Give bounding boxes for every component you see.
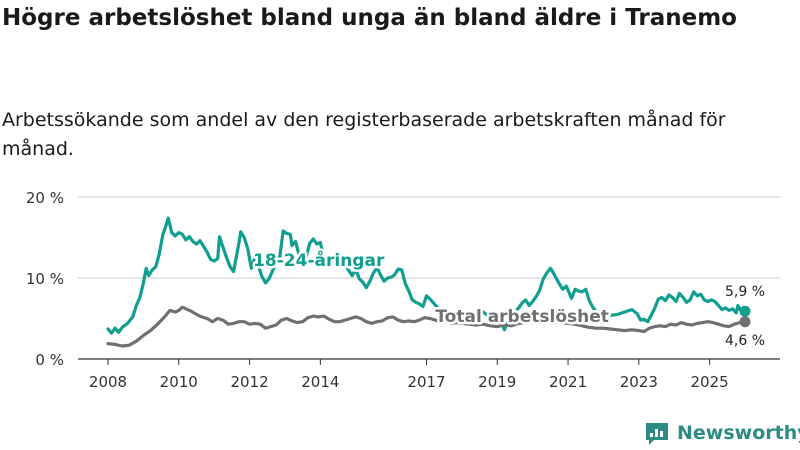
y-tick-label: 20 % bbox=[26, 189, 64, 207]
end-point-youth bbox=[739, 305, 751, 317]
x-tick-label: 2014 bbox=[301, 373, 339, 391]
x-tick-label: 2012 bbox=[230, 373, 268, 391]
end-label-total: 4,6 % bbox=[725, 333, 765, 349]
y-tick-label: 10 % bbox=[26, 270, 64, 288]
series-line-total bbox=[106, 305, 747, 348]
chart-subtitle: Arbetssökande som andel av den registerb… bbox=[2, 109, 726, 160]
x-tick-label: 2010 bbox=[160, 373, 198, 391]
brand-name: Newsworthy bbox=[677, 422, 800, 444]
x-tick-label: 2023 bbox=[620, 373, 658, 391]
x-tick-label: 2019 bbox=[478, 373, 516, 391]
brand: Newsworthy bbox=[644, 420, 800, 446]
end-point-total bbox=[739, 316, 751, 328]
series-line-youth bbox=[106, 216, 747, 335]
end-label-youth: 5,9 % bbox=[725, 284, 765, 300]
x-tick-label: 2017 bbox=[407, 373, 445, 391]
newsworthy-logo-icon bbox=[646, 423, 668, 445]
chart-title: Högre arbetslöshet bland unga än bland ä… bbox=[2, 5, 737, 31]
x-tick-label: 2008 bbox=[89, 373, 127, 391]
x-tick-label: 2025 bbox=[691, 373, 729, 391]
x-tick-label: 2021 bbox=[549, 373, 587, 391]
series-label-total: Total arbetslöshet bbox=[435, 307, 609, 327]
series-label-youth: 18-24-åringar bbox=[253, 249, 385, 271]
y-tick-label: 0 % bbox=[35, 351, 64, 369]
